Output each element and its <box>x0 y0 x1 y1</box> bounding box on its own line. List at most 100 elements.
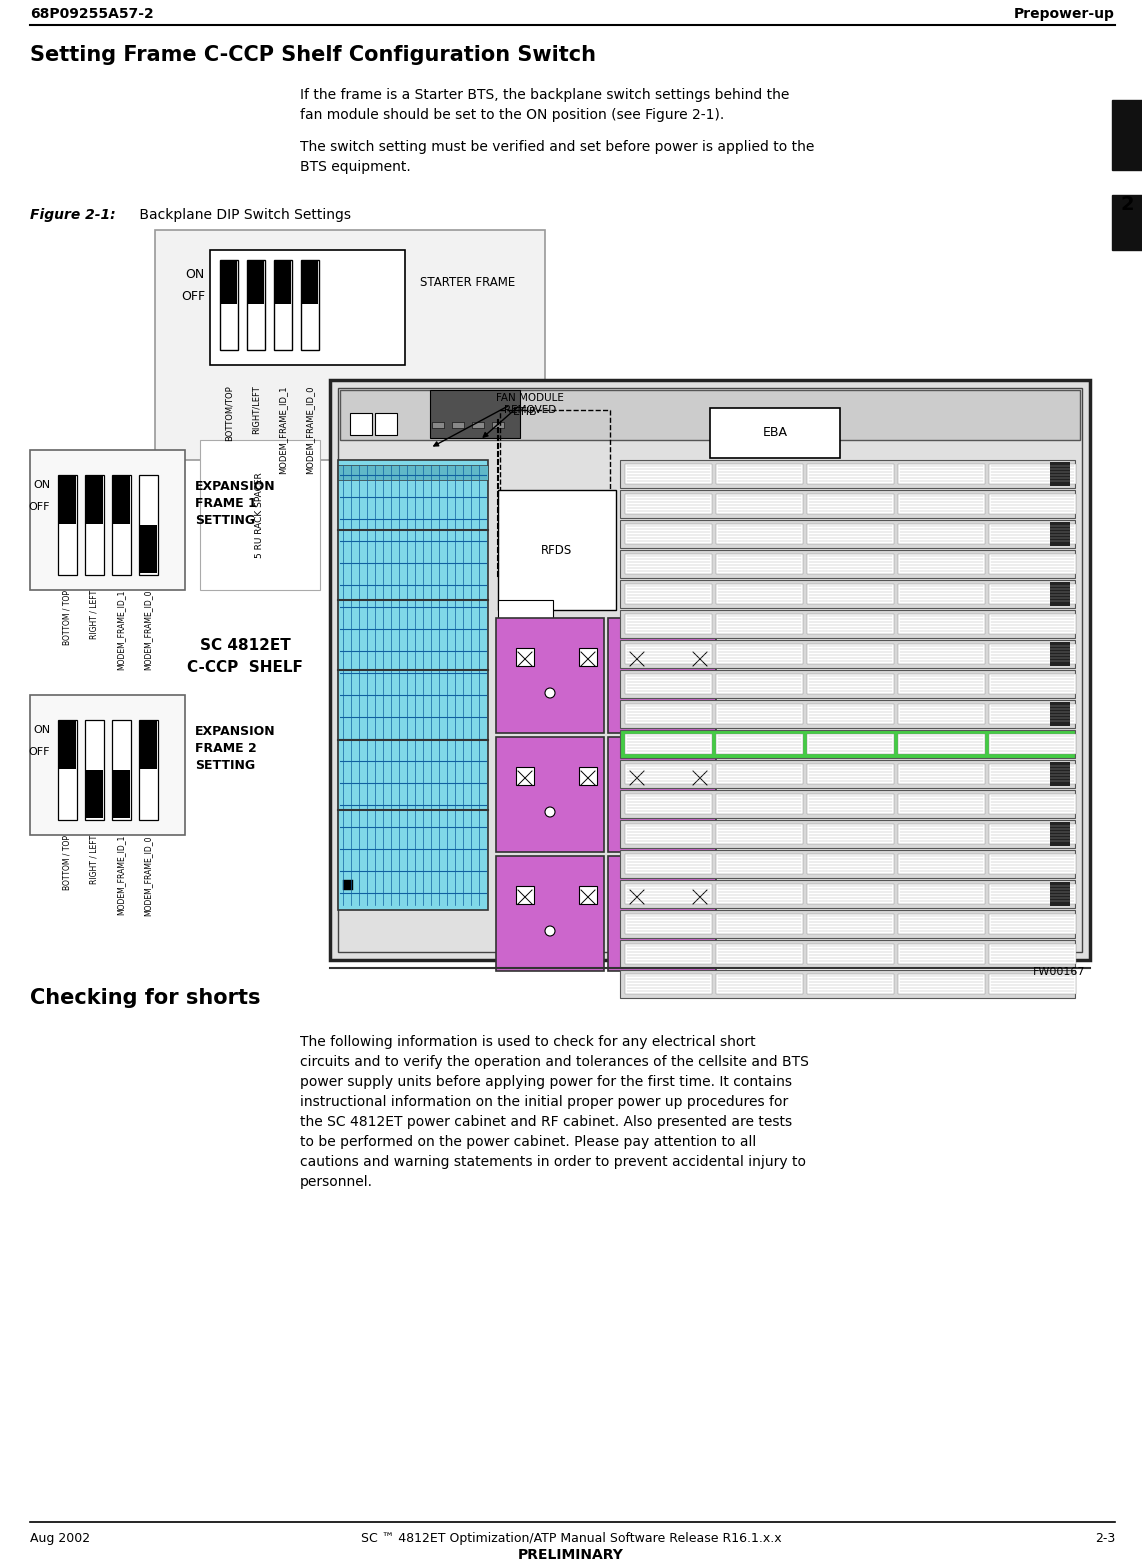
Bar <box>625 583 711 604</box>
Bar <box>898 524 986 544</box>
Bar <box>807 554 894 574</box>
Bar <box>274 260 292 350</box>
Bar <box>898 704 986 724</box>
Bar <box>620 460 1075 488</box>
Bar <box>496 618 604 734</box>
Bar <box>30 694 185 835</box>
Circle shape <box>657 926 667 935</box>
Bar <box>301 261 317 303</box>
Bar <box>898 795 986 813</box>
Bar <box>989 763 1076 784</box>
Bar <box>625 945 711 963</box>
Bar <box>620 610 1075 638</box>
Text: EXPANSION
FRAME 2
SETTING: EXPANSION FRAME 2 SETTING <box>195 726 275 773</box>
Bar <box>716 465 803 483</box>
Bar <box>625 524 711 544</box>
Bar <box>807 945 894 963</box>
Bar <box>472 422 484 429</box>
Bar <box>112 719 131 820</box>
Bar <box>989 494 1076 515</box>
Bar <box>625 824 711 845</box>
Bar <box>807 854 894 874</box>
Bar <box>500 410 610 569</box>
Bar <box>807 704 894 724</box>
Bar <box>625 734 711 754</box>
Bar <box>691 885 709 904</box>
Bar <box>716 704 803 724</box>
Bar <box>989 854 1076 874</box>
Text: RIGHT / LEFT: RIGHT / LEFT <box>89 835 98 884</box>
Bar <box>625 554 711 574</box>
Bar <box>349 413 372 435</box>
Text: Checking for shorts: Checking for shorts <box>30 988 260 1009</box>
Bar <box>1049 882 1070 906</box>
Bar <box>85 719 104 820</box>
Bar <box>210 250 405 364</box>
Text: 68P09255A57-2: 68P09255A57-2 <box>30 6 154 20</box>
Bar <box>989 615 1076 633</box>
Text: STARTER FRAME: STARTER FRAME <box>420 275 515 288</box>
Text: BOTTOM / TOP: BOTTOM / TOP <box>63 835 72 890</box>
Bar <box>620 760 1075 788</box>
Circle shape <box>545 807 555 816</box>
Bar <box>340 389 1080 439</box>
Bar <box>807 795 894 813</box>
Bar <box>200 439 320 590</box>
Bar <box>898 974 986 995</box>
Text: BOTTOM/TOP: BOTTOM/TOP <box>225 385 233 441</box>
Bar <box>620 701 1075 727</box>
Bar <box>30 450 185 590</box>
Bar <box>989 674 1076 694</box>
Bar <box>496 856 604 971</box>
Bar <box>58 719 77 820</box>
Bar <box>807 974 894 995</box>
Bar <box>716 884 803 904</box>
Bar <box>807 884 894 904</box>
Bar <box>807 583 894 604</box>
Bar <box>807 524 894 544</box>
Bar <box>247 260 265 350</box>
Bar <box>58 475 77 576</box>
Bar <box>898 824 986 845</box>
Bar <box>989 554 1076 574</box>
Bar <box>139 719 158 820</box>
Bar <box>807 763 894 784</box>
Bar <box>608 737 716 852</box>
Bar <box>628 885 646 904</box>
Bar <box>989 913 1076 934</box>
Text: OFF: OFF <box>180 289 206 302</box>
Bar <box>625 884 711 904</box>
Bar <box>301 260 319 350</box>
Bar <box>1112 100 1142 170</box>
Bar <box>716 854 803 874</box>
Bar <box>620 490 1075 518</box>
Bar <box>898 554 986 574</box>
Text: 2-3: 2-3 <box>1095 1533 1115 1545</box>
Bar <box>113 769 130 818</box>
Bar <box>716 974 803 995</box>
Bar <box>716 615 803 633</box>
Bar <box>898 854 986 874</box>
Bar <box>620 519 1075 547</box>
Bar <box>608 618 716 734</box>
Bar <box>625 763 711 784</box>
Text: Figure 2-1:: Figure 2-1: <box>30 208 115 222</box>
Bar <box>807 494 894 515</box>
Bar <box>620 881 1075 909</box>
Bar <box>716 763 803 784</box>
Bar <box>86 769 103 818</box>
Bar <box>628 766 646 785</box>
Bar <box>86 475 103 524</box>
Text: MODEM_FRAME_ID_0: MODEM_FRAME_ID_0 <box>144 590 153 671</box>
Bar <box>989 824 1076 845</box>
Bar <box>112 475 131 576</box>
Bar <box>625 644 711 665</box>
Bar <box>431 389 520 438</box>
Bar <box>625 704 711 724</box>
Bar <box>248 261 264 303</box>
Bar <box>807 674 894 694</box>
Bar <box>516 885 534 904</box>
Bar <box>155 230 545 460</box>
Text: C-CCP  SHELF: C-CCP SHELF <box>187 660 303 676</box>
Circle shape <box>657 688 667 698</box>
